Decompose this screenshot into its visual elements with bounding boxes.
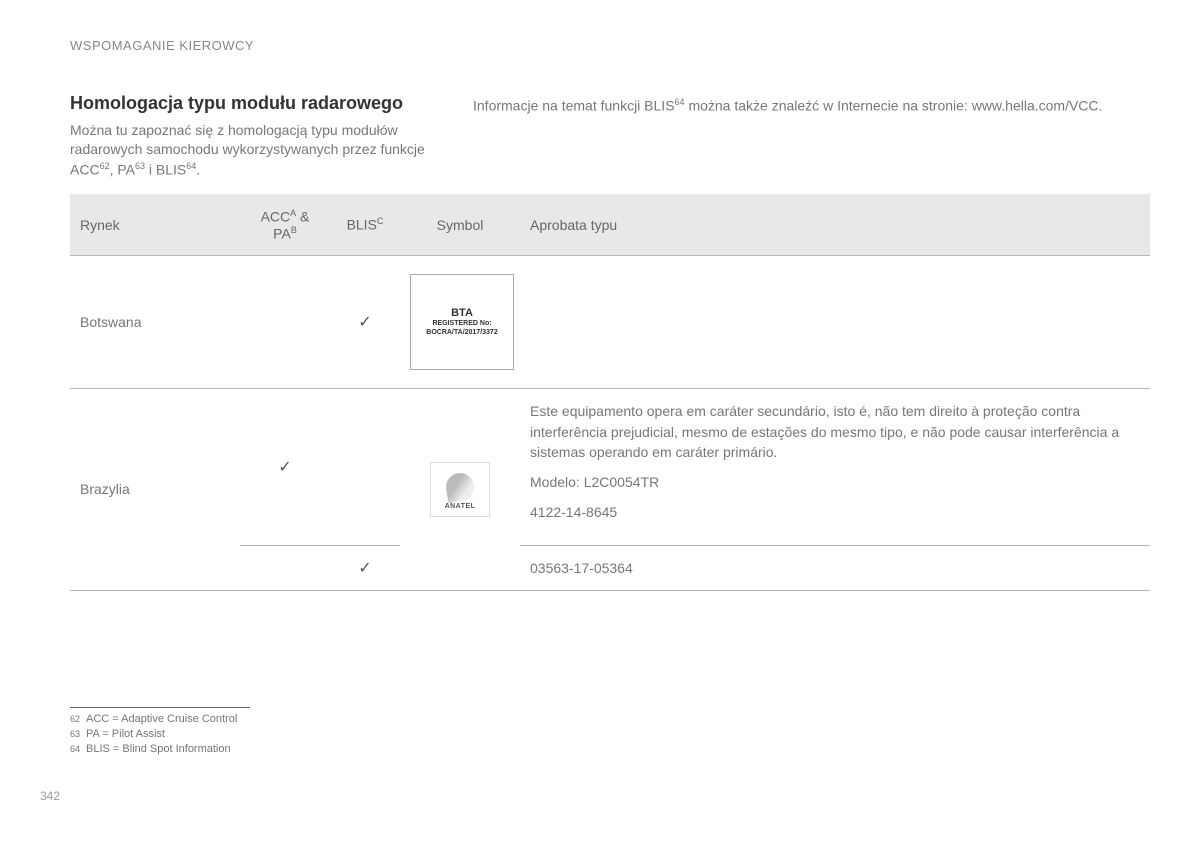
intro-right-seg1: Informacje na temat funkcji BLIS — [473, 98, 675, 114]
cell-acc-empty — [240, 256, 330, 389]
cell-aprobata-botswana — [520, 256, 1150, 389]
footnote-63: 63PA = Pilot Assist — [70, 727, 250, 742]
fn-text: BLIS = Blind Spot Information — [86, 743, 231, 755]
check-icon: ✓ — [358, 314, 371, 331]
cell-blis-brazylia: ✓ — [330, 545, 400, 590]
intro-columns: Homologacja typu modułu radarowego Można… — [70, 92, 1150, 180]
th-acc-pa: ACCA & PAB — [240, 194, 330, 256]
aprobata-p3: 4122-14-8645 — [530, 502, 1140, 522]
intro-left-seg3: i BLIS — [145, 161, 186, 177]
cell-rynek-botswana: Botswana — [70, 256, 240, 389]
th-sup-c: C — [377, 216, 384, 226]
th-blis-text: BLIS — [347, 217, 377, 233]
footnote-64: 64BLIS = Blind Spot Information — [70, 742, 250, 757]
anatel-label: ANATEL — [445, 503, 476, 510]
cell-blis-botswana: ✓ — [330, 256, 400, 389]
table-body: Botswana ✓ BTA REGISTERED No: BOCRA/TA/2… — [70, 256, 1150, 590]
footnote-62: 62ACC = Adaptive Cruise Control — [70, 712, 250, 727]
content: Homologacja typu modułu radarowego Można… — [70, 92, 1150, 591]
cell-acc-brazylia: ✓ — [240, 389, 330, 545]
th-rynek: Rynek — [70, 194, 240, 256]
intro-sup-62: 62 — [100, 161, 110, 171]
th-blis: BLISC — [330, 194, 400, 256]
table-row: Botswana ✓ BTA REGISTERED No: BOCRA/TA/2… — [70, 256, 1150, 389]
check-icon: ✓ — [278, 459, 291, 476]
th-symbol: Symbol — [400, 194, 520, 256]
th-acc: ACC — [261, 209, 291, 225]
fn-num: 63 — [70, 728, 86, 740]
cell-rynek-brazylia: Brazylia — [70, 389, 240, 590]
intro-sup-64b: 64 — [675, 97, 685, 107]
anatel-icon — [444, 471, 476, 503]
approval-table: Rynek ACCA & PAB BLISC Symbol Aprobata t… — [70, 194, 1150, 591]
th-aprobata: Aprobata typu — [520, 194, 1150, 256]
intro-right: Informacje na temat funkcji BLIS64 można… — [473, 92, 1150, 180]
footnote-rule — [70, 707, 250, 708]
bta-line1: BTA — [451, 307, 473, 320]
intro-left: Homologacja typu modułu radarowego Można… — [70, 92, 425, 180]
footnotes: 62ACC = Adaptive Cruise Control 63PA = P… — [70, 707, 250, 757]
intro-left-text: Można tu zapoznać się z homologacją typu… — [70, 121, 425, 180]
anatel-symbol: ANATEL — [430, 462, 490, 517]
intro-sup-64a: 64 — [186, 161, 196, 171]
intro-right-seg2: można także znaleźć w Internecie na stro… — [685, 98, 1103, 114]
cell-blis-empty — [330, 389, 400, 545]
cell-symbol-brazylia: ANATEL — [400, 389, 520, 590]
cell-aprobata-brazylia-2: 03563-17-05364 — [520, 545, 1150, 590]
intro-sup-63: 63 — [135, 161, 145, 171]
cell-acc-empty2 — [240, 545, 330, 590]
aprobata-p1: Este equipamento opera em caráter secund… — [530, 401, 1140, 462]
section-header: WSPOMAGANIE KIEROWCY — [70, 38, 254, 53]
cell-symbol-botswana: BTA REGISTERED No: BOCRA/TA/2017/3372 — [400, 256, 520, 389]
table-head: Rynek ACCA & PAB BLISC Symbol Aprobata t… — [70, 194, 1150, 256]
intro-left-seg4: . — [196, 161, 200, 177]
cell-aprobata-brazylia-1: Este equipamento opera em caráter secund… — [520, 389, 1150, 545]
page-number: 342 — [40, 789, 60, 803]
bta-line2: REGISTERED No: — [432, 320, 491, 328]
intro-left-seg2: , PA — [110, 161, 135, 177]
aprobata-p2: Modelo: L2C0054TR — [530, 472, 1140, 492]
fn-num: 64 — [70, 743, 86, 755]
th-sup-b: B — [291, 225, 297, 235]
page-title: Homologacja typu modułu radarowego — [70, 92, 425, 115]
fn-text: PA = Pilot Assist — [86, 728, 165, 740]
check-icon: ✓ — [358, 560, 371, 577]
fn-num: 62 — [70, 713, 86, 725]
table-row: Brazylia ✓ ANATEL Este equipamento opera… — [70, 389, 1150, 545]
bta-symbol: BTA REGISTERED No: BOCRA/TA/2017/3372 — [410, 274, 514, 370]
fn-text: ACC = Adaptive Cruise Control — [86, 713, 237, 725]
bta-line3: BOCRA/TA/2017/3372 — [426, 329, 497, 337]
